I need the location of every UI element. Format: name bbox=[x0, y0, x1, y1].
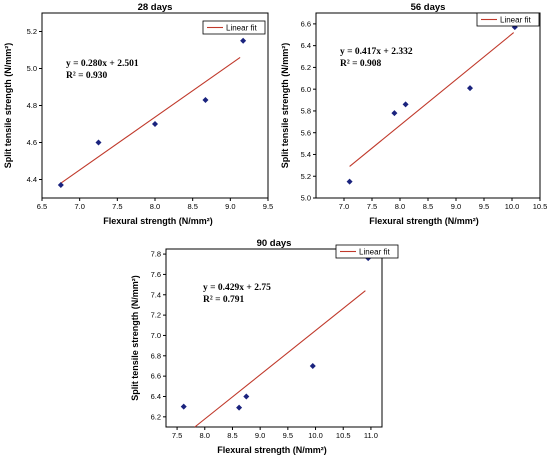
fit-r-squared: R² = 0.908 bbox=[340, 59, 381, 69]
y-tick-label: 5.2 bbox=[27, 27, 37, 36]
y-tick-label: 7.0 bbox=[151, 331, 161, 340]
x-tick-label: 9.5 bbox=[283, 431, 293, 440]
chart-1: 28 days 6.5 7.0 7.5 8.0 8.5 9.0 9.5 4.4 4.6 4.8 5.0… bbox=[3, 2, 273, 226]
plot-frame bbox=[41, 12, 269, 199]
y-tick-label: 5.6 bbox=[301, 128, 311, 137]
data-point bbox=[240, 37, 247, 44]
legend-label: Linear fit bbox=[500, 16, 531, 25]
data-point bbox=[152, 121, 158, 127]
fit-equation: y = 0.417x + 2.332 bbox=[340, 47, 413, 57]
data-point bbox=[95, 139, 102, 146]
y-tick-label: 5.0 bbox=[301, 194, 311, 203]
y-tick-label: 5.0 bbox=[27, 64, 37, 73]
fit-equation: y = 0.429x + 2.75 bbox=[203, 283, 271, 293]
plot-frame bbox=[315, 12, 541, 199]
y-tick-label: 6.2 bbox=[151, 412, 161, 421]
data-point bbox=[57, 182, 64, 189]
x-tick-label: 8.0 bbox=[200, 431, 210, 440]
legend: Linear fit bbox=[335, 244, 399, 259]
x-tick-label: 9.0 bbox=[225, 202, 235, 211]
legend-label: Linear fit bbox=[226, 24, 257, 33]
x-tick-label: 8.5 bbox=[227, 431, 237, 440]
data-point bbox=[180, 403, 187, 410]
y-axis-label: Split tensile strength (N/mm²) bbox=[280, 43, 290, 169]
x-axis-label: Flexural strength (N/mm²) bbox=[103, 216, 213, 226]
x-tick-label: 10.0 bbox=[505, 202, 520, 211]
data-point bbox=[309, 362, 316, 369]
x-tick-label: 9.5 bbox=[263, 202, 273, 211]
y-tick-label: 6.0 bbox=[301, 85, 311, 94]
x-tick-label: 10.5 bbox=[336, 431, 351, 440]
x-tick-label: 10.5 bbox=[533, 202, 548, 211]
x-axis-label: Flexural strength (N/mm²) bbox=[217, 445, 327, 455]
x-axis-label: Flexural strength (N/mm²) bbox=[369, 216, 479, 226]
legend: Linear fit bbox=[202, 20, 266, 35]
y-tick-label: 6.6 bbox=[151, 372, 161, 381]
y-tick-label: 6.8 bbox=[151, 351, 161, 360]
y-tick-label: 5.4 bbox=[301, 150, 311, 159]
y-tick-label: 4.4 bbox=[27, 175, 37, 184]
y-axis-label: Split tensile strength (N/mm²) bbox=[130, 275, 140, 401]
chart-title: 28 days bbox=[138, 2, 173, 13]
data-point bbox=[467, 85, 473, 92]
x-tick-label: 8.5 bbox=[187, 202, 197, 211]
y-tick-label: 5.8 bbox=[301, 107, 311, 116]
legend-label: Linear fit bbox=[359, 248, 390, 257]
x-tick-label: 7.5 bbox=[172, 431, 182, 440]
y-axis-label: Split tensile strength (N/mm²) bbox=[3, 43, 13, 169]
y-tick-label: 6.4 bbox=[151, 392, 161, 401]
x-tick-label: 9.0 bbox=[451, 202, 461, 211]
x-tick-label: 7.5 bbox=[112, 202, 122, 211]
x-tick-label: 9.5 bbox=[479, 202, 489, 211]
x-tick-label: 8.0 bbox=[150, 202, 160, 211]
linear-fit-line bbox=[194, 290, 366, 428]
y-tick-label: 6.6 bbox=[301, 19, 311, 28]
data-point bbox=[346, 178, 353, 185]
y-tick-label: 7.6 bbox=[151, 270, 161, 279]
chart-3: 90 days 7.5 8.0 8.5 9.0 9.5 10.0 10.5 11.0 6.2 6.4… bbox=[130, 238, 399, 455]
chart-title: 90 days bbox=[257, 238, 292, 249]
x-tick-label: 11.0 bbox=[364, 431, 378, 440]
data-point bbox=[402, 101, 409, 108]
fit-equation: y = 0.280x + 2.501 bbox=[66, 59, 139, 69]
chart-title: 56 days bbox=[411, 2, 446, 13]
chart-2: 56 days 7.0 7.5 8.0 8.5 9.0 9.5 10.0 10.5 5.0 5.2 5… bbox=[280, 2, 547, 226]
data-point bbox=[236, 404, 243, 411]
x-tick-label: 6.5 bbox=[37, 202, 47, 211]
linear-fit-line bbox=[349, 32, 515, 167]
x-tick-label: 7.5 bbox=[367, 202, 377, 211]
fit-r-squared: R² = 0.791 bbox=[203, 295, 244, 305]
y-tick-label: 6.4 bbox=[301, 41, 311, 50]
plot-frame bbox=[165, 248, 383, 428]
y-tick-label: 4.6 bbox=[27, 138, 37, 147]
x-tick-label: 8.0 bbox=[395, 202, 405, 211]
x-tick-label: 7.0 bbox=[74, 202, 84, 211]
y-tick-label: 7.2 bbox=[151, 311, 161, 320]
legend-box bbox=[335, 244, 399, 259]
x-tick-label: 9.0 bbox=[255, 431, 265, 440]
fit-r-squared: R² = 0.930 bbox=[66, 71, 107, 81]
legend: Linear fit bbox=[476, 12, 540, 27]
y-tick-label: 6.2 bbox=[301, 63, 311, 72]
data-point bbox=[202, 96, 209, 103]
x-tick-label: 10.0 bbox=[308, 431, 323, 440]
x-tick-label: 7.0 bbox=[339, 202, 349, 211]
x-tick-label: 8.5 bbox=[423, 202, 433, 211]
y-tick-label: 4.8 bbox=[27, 101, 37, 110]
legend-box bbox=[476, 12, 540, 27]
y-tick-label: 5.2 bbox=[301, 172, 311, 181]
y-tick-label: 7.8 bbox=[151, 250, 161, 259]
data-point bbox=[243, 393, 250, 400]
data-point bbox=[391, 110, 398, 117]
linear-fit-line bbox=[60, 56, 241, 184]
legend-box bbox=[202, 20, 266, 35]
y-tick-label: 7.4 bbox=[151, 290, 161, 299]
